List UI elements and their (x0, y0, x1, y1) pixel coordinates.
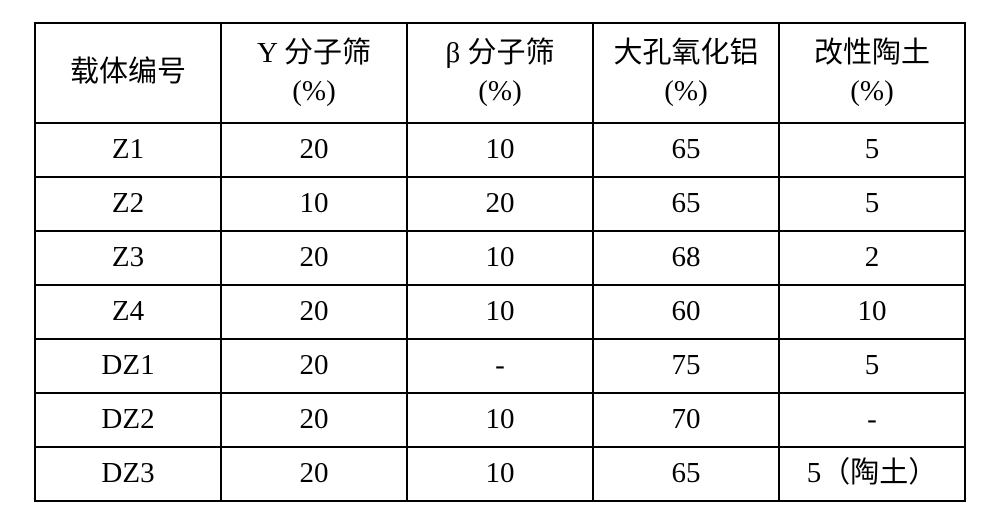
cell-modified-clay: 5（陶土） (779, 447, 965, 501)
cell-carrier-id: Z4 (35, 285, 221, 339)
col-header-line1: 载体编号 (70, 56, 186, 88)
cell-beta-sieve: - (407, 339, 593, 393)
col-header-line2: (%) (780, 73, 964, 111)
table-row: Z2 10 20 65 5 (35, 177, 965, 231)
cell-alumina: 65 (593, 177, 779, 231)
cell-alumina: 70 (593, 393, 779, 447)
cell-carrier-id: DZ1 (35, 339, 221, 393)
cell-modified-clay: 5 (779, 123, 965, 177)
table-row: Z4 20 10 60 10 (35, 285, 965, 339)
data-table: 载体编号 Y 分子筛 (%) β 分子筛 (%) 大孔氧化铝 (%) 改性陶土 (34, 22, 966, 502)
col-header-line1: 大孔氧化铝 (613, 37, 758, 69)
cell-y-sieve: 20 (221, 447, 407, 501)
cell-beta-sieve: 10 (407, 447, 593, 501)
cell-modified-clay: 10 (779, 285, 965, 339)
cell-carrier-id: Z1 (35, 123, 221, 177)
col-header-carrier-id: 载体编号 (35, 23, 221, 123)
cell-alumina: 68 (593, 231, 779, 285)
col-header-line1: 改性陶土 (814, 37, 930, 69)
col-header-beta-sieve: β 分子筛 (%) (407, 23, 593, 123)
cell-beta-sieve: 10 (407, 231, 593, 285)
cell-carrier-id: Z2 (35, 177, 221, 231)
col-header-line1: Y 分子筛 (257, 37, 371, 69)
cell-y-sieve: 20 (221, 339, 407, 393)
cell-modified-clay: 5 (779, 339, 965, 393)
col-header-line1: β 分子筛 (445, 37, 554, 69)
cell-y-sieve: 10 (221, 177, 407, 231)
header-row: 载体编号 Y 分子筛 (%) β 分子筛 (%) 大孔氧化铝 (%) 改性陶土 (35, 23, 965, 123)
table-head: 载体编号 Y 分子筛 (%) β 分子筛 (%) 大孔氧化铝 (%) 改性陶土 (35, 23, 965, 123)
col-header-alumina: 大孔氧化铝 (%) (593, 23, 779, 123)
col-header-modified-clay: 改性陶土 (%) (779, 23, 965, 123)
col-header-y-sieve: Y 分子筛 (%) (221, 23, 407, 123)
cell-alumina: 65 (593, 123, 779, 177)
table-row: DZ3 20 10 65 5（陶土） (35, 447, 965, 501)
col-header-line2: (%) (222, 73, 406, 111)
cell-alumina: 60 (593, 285, 779, 339)
table-row: Z3 20 10 68 2 (35, 231, 965, 285)
cell-carrier-id: DZ3 (35, 447, 221, 501)
cell-beta-sieve: 10 (407, 393, 593, 447)
cell-alumina: 65 (593, 447, 779, 501)
cell-y-sieve: 20 (221, 231, 407, 285)
cell-modified-clay: 5 (779, 177, 965, 231)
cell-y-sieve: 20 (221, 285, 407, 339)
cell-carrier-id: DZ2 (35, 393, 221, 447)
table-row: DZ2 20 10 70 - (35, 393, 965, 447)
table-body: Z1 20 10 65 5 Z2 10 20 65 5 Z3 20 10 68 … (35, 123, 965, 501)
table-row: Z1 20 10 65 5 (35, 123, 965, 177)
cell-alumina: 75 (593, 339, 779, 393)
cell-beta-sieve: 20 (407, 177, 593, 231)
table-row: DZ1 20 - 75 5 (35, 339, 965, 393)
cell-beta-sieve: 10 (407, 285, 593, 339)
cell-y-sieve: 20 (221, 123, 407, 177)
col-header-line2: (%) (408, 73, 592, 111)
cell-carrier-id: Z3 (35, 231, 221, 285)
col-header-line2: (%) (594, 73, 778, 111)
cell-y-sieve: 20 (221, 393, 407, 447)
cell-modified-clay: 2 (779, 231, 965, 285)
cell-beta-sieve: 10 (407, 123, 593, 177)
cell-modified-clay: - (779, 393, 965, 447)
table-container: 载体编号 Y 分子筛 (%) β 分子筛 (%) 大孔氧化铝 (%) 改性陶土 (0, 0, 1000, 519)
